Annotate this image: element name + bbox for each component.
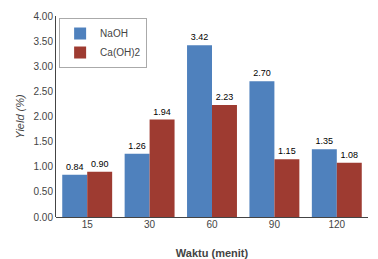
svg-text:4.00: 4.00 <box>34 11 54 22</box>
svg-text:3.00: 3.00 <box>34 61 54 72</box>
svg-text:3.50: 3.50 <box>34 36 54 47</box>
svg-text:120: 120 <box>328 219 345 230</box>
svg-text:1.15: 1.15 <box>278 146 296 156</box>
svg-text:2.23: 2.23 <box>216 92 234 102</box>
svg-text:NaOH: NaOH <box>100 28 128 39</box>
svg-text:Waktu (menit): Waktu (menit) <box>176 247 249 259</box>
svg-text:0.90: 0.90 <box>91 159 109 169</box>
svg-text:3.42: 3.42 <box>191 32 209 42</box>
svg-text:Ca(OH)2: Ca(OH)2 <box>100 47 140 58</box>
svg-text:2.00: 2.00 <box>34 111 54 122</box>
svg-text:0.00: 0.00 <box>34 212 54 223</box>
svg-text:0.84: 0.84 <box>66 162 84 172</box>
svg-text:30: 30 <box>144 219 156 230</box>
svg-text:0.50: 0.50 <box>34 186 54 197</box>
svg-text:2.50: 2.50 <box>34 86 54 97</box>
svg-text:15: 15 <box>82 219 94 230</box>
svg-text:2.70: 2.70 <box>253 68 271 78</box>
svg-text:90: 90 <box>269 219 281 230</box>
svg-text:Yield (%): Yield (%) <box>14 94 26 139</box>
svg-text:1.00: 1.00 <box>34 161 54 172</box>
svg-text:60: 60 <box>206 219 218 230</box>
svg-text:1.26: 1.26 <box>128 141 146 151</box>
svg-text:1.08: 1.08 <box>341 150 359 160</box>
svg-text:1.35: 1.35 <box>316 136 334 146</box>
svg-text:1.94: 1.94 <box>153 107 171 117</box>
svg-text:1.50: 1.50 <box>34 136 54 147</box>
